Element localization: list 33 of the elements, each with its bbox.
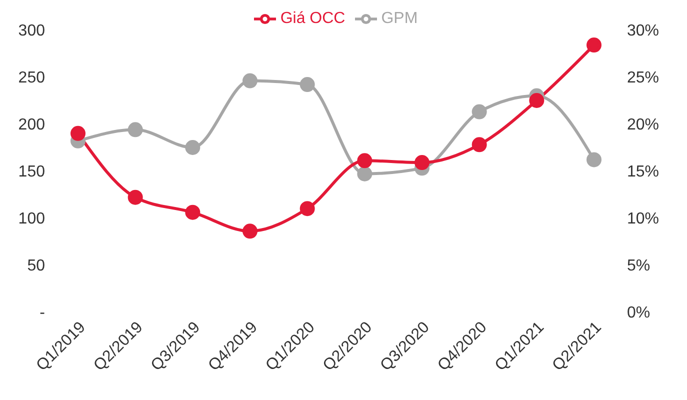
point <box>185 204 200 220</box>
point <box>586 38 602 53</box>
legend-label: GPM <box>381 10 418 28</box>
point <box>357 153 372 168</box>
point <box>185 140 200 155</box>
point <box>300 77 315 92</box>
y2-tick-label: 5% <box>627 258 650 275</box>
point <box>472 104 487 120</box>
point <box>357 166 372 182</box>
y2-tick-label: 15% <box>627 164 660 181</box>
point <box>529 93 544 108</box>
y2-tick-label: 10% <box>627 210 660 228</box>
point <box>242 224 258 239</box>
y2-tick-label: 25% <box>627 70 660 87</box>
y2-tick-label: 0% <box>627 304 650 322</box>
point <box>128 122 143 138</box>
point <box>242 73 258 88</box>
legend-label: Giá OCC <box>280 10 346 28</box>
y-tick-label: 200 <box>18 116 46 134</box>
y2-tick-label: 30% <box>627 22 660 40</box>
point <box>300 201 315 216</box>
y-tick-label: 250 <box>18 70 46 87</box>
point <box>472 137 487 152</box>
y-tick-label: 50 <box>27 258 46 275</box>
point <box>128 190 143 205</box>
y-tick-label: 300 <box>18 22 46 40</box>
y-tick-label: 100 <box>18 210 46 228</box>
point <box>586 152 602 168</box>
y-tick-label: - <box>40 304 45 322</box>
point <box>70 126 86 141</box>
y2-tick-label: 20% <box>627 116 660 134</box>
point <box>414 155 430 170</box>
y-tick-label: 150 <box>18 164 46 181</box>
